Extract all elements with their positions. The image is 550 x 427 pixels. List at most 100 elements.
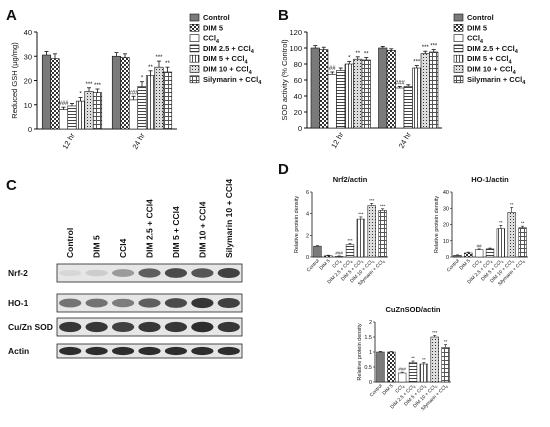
chart-title: Nrf2/actin bbox=[333, 175, 368, 184]
y-tick-label: 80 bbox=[294, 60, 302, 69]
bar-dim-5-ccl4-12-hr bbox=[75, 100, 86, 130]
panel-letter-d: D bbox=[278, 161, 289, 178]
bar-ccl4 bbox=[474, 249, 484, 258]
blot-band bbox=[191, 297, 214, 309]
bar-silymarin-ccl4 bbox=[378, 210, 387, 258]
blot-band bbox=[217, 297, 240, 309]
legend-label-ccl4: CCl4 bbox=[203, 34, 220, 45]
chart-title: HO-1/actin bbox=[471, 175, 509, 184]
legend-swatch-ccl4 bbox=[453, 34, 464, 42]
blot-band bbox=[164, 298, 188, 308]
blot-row-label-nrf-2: Nrf-2 bbox=[8, 268, 28, 278]
bar-control bbox=[453, 255, 462, 258]
significance-mark: ** bbox=[521, 221, 525, 226]
bar-dim-5-24-hr bbox=[386, 50, 396, 129]
y-tick-label: 30 bbox=[24, 52, 32, 61]
bar-dim-5-ccl4 bbox=[356, 218, 366, 258]
x-tick-label: 12 hr bbox=[329, 130, 346, 150]
legend-label-control: Control bbox=[467, 13, 494, 22]
significance-mark: *** bbox=[155, 55, 163, 61]
bar-control bbox=[376, 351, 385, 383]
x-tick-label: 24 hr bbox=[397, 130, 414, 150]
x-tick-label: CCl4 bbox=[471, 258, 483, 270]
x-tick-label: CCl4 bbox=[394, 383, 406, 395]
legend-swatch-dim-5-ccl4 bbox=[189, 54, 200, 63]
legend-swatch-dim-10-ccl4 bbox=[453, 65, 464, 73]
x-tick-label: 24 hr bbox=[130, 131, 147, 151]
legend-label-ccl4: CCl4 bbox=[467, 34, 484, 45]
panel-letter-b: B bbox=[278, 7, 289, 24]
significance-mark: *** bbox=[413, 60, 421, 66]
significance-mark: ## bbox=[329, 66, 336, 72]
y-tick-label: 30 bbox=[443, 206, 449, 212]
bar-ccl4-24-hr bbox=[128, 99, 139, 130]
significance-mark: ### bbox=[335, 250, 343, 255]
y-tick-label: 60 bbox=[294, 76, 302, 85]
bar-dim-5 bbox=[464, 252, 473, 258]
y-tick-label: 1.5 bbox=[364, 335, 372, 341]
legend-swatch-dim-5 bbox=[189, 23, 200, 32]
y-axis-label: Relative protein density bbox=[357, 323, 363, 380]
bar-dim-5-12-hr bbox=[50, 58, 60, 130]
significance-mark: ### bbox=[395, 80, 406, 86]
lane-label-dim-2-5-ccl4: DIM 2.5 + CCl4 bbox=[145, 199, 155, 258]
legend-label-dim-5: DIM 5 bbox=[467, 23, 487, 32]
blot-band bbox=[111, 346, 135, 356]
significance-mark: *** bbox=[430, 44, 438, 50]
bar-ccl4 bbox=[334, 256, 344, 258]
significance-mark: *** bbox=[358, 211, 364, 216]
significance-mark: *** bbox=[422, 45, 430, 51]
significance-mark: *** bbox=[347, 238, 353, 243]
y-tick-label: 40 bbox=[294, 92, 302, 101]
blot-band bbox=[217, 321, 240, 333]
lane-label-ccl4: CCl4 bbox=[118, 238, 128, 258]
significance-mark: *** bbox=[380, 203, 386, 208]
significance-mark: ** bbox=[364, 52, 369, 58]
y-tick-label: 4 bbox=[306, 212, 309, 218]
bar-ccl4-12-hr bbox=[58, 109, 69, 130]
significance-mark: ** bbox=[355, 51, 360, 57]
bar-dim-2-5-ccl4-24-hr bbox=[403, 86, 413, 129]
legend-label-dim-5: DIM 5 bbox=[203, 23, 223, 32]
significance-mark: * bbox=[348, 56, 351, 62]
y-tick-label: 100 bbox=[289, 44, 302, 53]
blot-band bbox=[164, 346, 188, 356]
bar-silymarin-ccl4 bbox=[441, 347, 450, 383]
legend-swatch-silymarin-ccl4 bbox=[453, 75, 464, 84]
lane-label-dim-10-ccl4: DIM 10 + CCl4 bbox=[197, 201, 207, 258]
blot-band bbox=[217, 267, 240, 279]
legend-label-control: Control bbox=[203, 13, 230, 22]
legend-label-dim-10-ccl4: DIM 10 + CCl4 bbox=[203, 65, 253, 76]
legend-label-dim-5-ccl4: DIM 5 + CCl4 bbox=[203, 54, 248, 65]
bar-silymarin-ccl4-24-hr bbox=[162, 71, 173, 130]
bar-dim-10-ccl4-12-hr bbox=[353, 58, 363, 129]
bar-dim-10-ccl4-12-hr bbox=[84, 91, 94, 130]
significance-mark: ** bbox=[499, 220, 503, 225]
x-tick-label: DIM 5 bbox=[458, 258, 472, 272]
bar-dim-5 bbox=[387, 351, 396, 383]
bar-dim-2-5-ccl4 bbox=[408, 362, 418, 383]
significance-mark: ### bbox=[398, 367, 406, 372]
y-tick-label: 0.5 bbox=[364, 365, 372, 371]
y-tick-label: 2 bbox=[306, 233, 309, 239]
x-tick-label: DIM 5 bbox=[318, 258, 332, 272]
significance-mark: ### bbox=[128, 90, 139, 96]
y-tick-label: 120 bbox=[289, 28, 302, 37]
western-blot: Control DIM 5 CCl4 DIM 2.5 + CCl4 DIM 5 + CC… bbox=[8, 179, 243, 359]
blot-band bbox=[138, 346, 161, 356]
blot-band bbox=[59, 346, 82, 356]
bar-control-24-hr bbox=[378, 47, 388, 129]
bar-dim-2-5-ccl4 bbox=[485, 248, 495, 258]
y-tick-label: 2 bbox=[369, 320, 372, 326]
y-tick-label: 0 bbox=[306, 255, 309, 261]
blot-row-label-cu-zn-sod: Cu/Zn SOD bbox=[8, 322, 53, 332]
bar-dim-5-12-hr bbox=[319, 49, 329, 129]
legend-label-dim-2-5-ccl4: DIM 2.5 + CCl4 bbox=[467, 44, 519, 55]
legend-swatch-ccl4 bbox=[189, 34, 200, 42]
significance-mark: ** bbox=[165, 61, 170, 67]
bar-dim-2-5-ccl4 bbox=[345, 244, 355, 258]
y-tick-label: 0 bbox=[369, 380, 372, 386]
